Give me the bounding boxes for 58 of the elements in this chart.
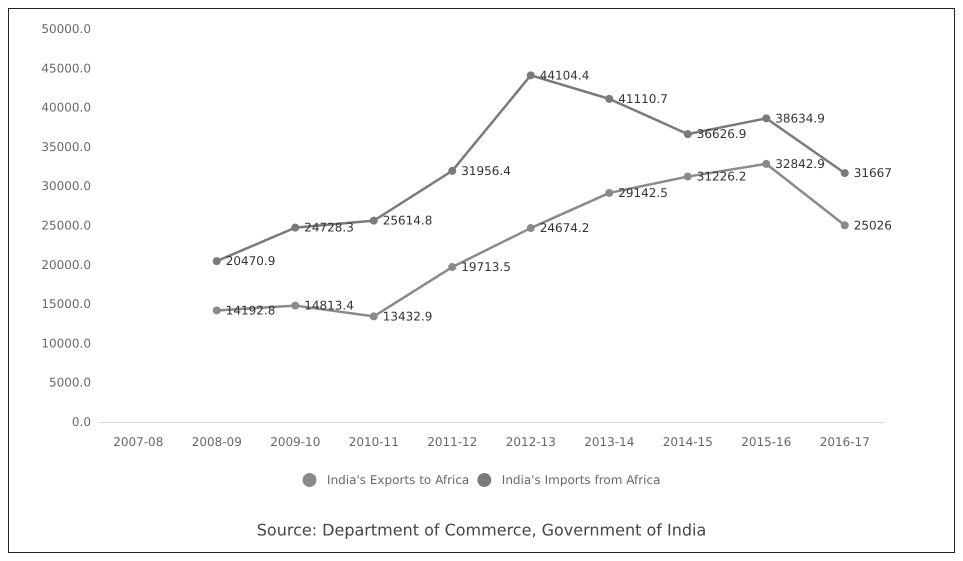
y-tick-label: 40000.0 [41, 100, 91, 115]
point [448, 263, 456, 272]
point [370, 312, 378, 320]
point [526, 224, 535, 232]
x-tick-label: 2012-13 [506, 435, 556, 449]
data-label: 44104.4 [540, 68, 590, 82]
data-label: 38634.9 [775, 111, 825, 126]
y-tick-label: 50000.0 [41, 22, 91, 36]
data-label: 32842.9 [775, 156, 825, 171]
point [291, 224, 300, 232]
data-label: 24674.2 [540, 221, 590, 236]
point [762, 114, 770, 122]
data-label: 41110.7 [618, 92, 668, 106]
y-tick-label: 25000.0 [41, 218, 91, 232]
y-tick-label: 10000.0 [41, 336, 91, 350]
point [840, 169, 849, 178]
y-tick-label: 45000.0 [41, 61, 91, 76]
y-tick-label: 15000.0 [41, 297, 91, 312]
point [840, 221, 849, 230]
data-label: 25614.8 [382, 214, 432, 228]
point [448, 166, 456, 175]
source-note: Source: Department of Commerce, Government of India [256, 520, 706, 540]
x-tick-label: 2014-15 [662, 435, 713, 449]
x-tick-label: 2009-10 [270, 435, 320, 449]
data-label: 29142.5 [618, 186, 668, 200]
point [684, 172, 692, 181]
data-label: 20470.9 [226, 254, 276, 268]
point [605, 188, 614, 197]
point [684, 130, 692, 138]
point [212, 306, 221, 314]
data-label: 31667 [854, 166, 892, 180]
legend-label: India's Exports to Africa [327, 473, 470, 487]
legend-label: India's Imports from Africa [502, 473, 660, 487]
x-tick-label: 2013-14 [584, 435, 634, 449]
x-tick-label: 2008-09 [192, 435, 242, 449]
point [212, 257, 221, 266]
point [526, 71, 535, 80]
data-label: 31956.4 [461, 164, 511, 178]
data-label: 14813.4 [304, 298, 354, 313]
data-label: 31226.2 [696, 170, 746, 184]
y-tick-label: 30000.0 [41, 179, 91, 194]
data-label: 36626.9 [696, 127, 746, 142]
data-label: 19713.5 [461, 260, 511, 274]
y-tick-label: 35000.0 [41, 140, 91, 154]
y-tick-label: 20000.0 [41, 258, 91, 272]
point [762, 160, 770, 168]
x-tick-label: 2010-11 [348, 435, 399, 449]
x-tick-label: 2016-17 [820, 435, 870, 449]
point [370, 216, 378, 225]
y-tick-label: 0.0 [72, 415, 91, 429]
x-tick-label: 2015-16 [741, 435, 792, 449]
data-label: 25026 [854, 218, 892, 232]
data-label: 13432.9 [382, 309, 432, 324]
x-tick-label: 2011-12 [427, 435, 478, 449]
y-tick-label: 5000.0 [49, 376, 91, 390]
point [291, 302, 300, 310]
x-tick-label: 2007-08 [113, 435, 164, 449]
point [605, 94, 614, 103]
